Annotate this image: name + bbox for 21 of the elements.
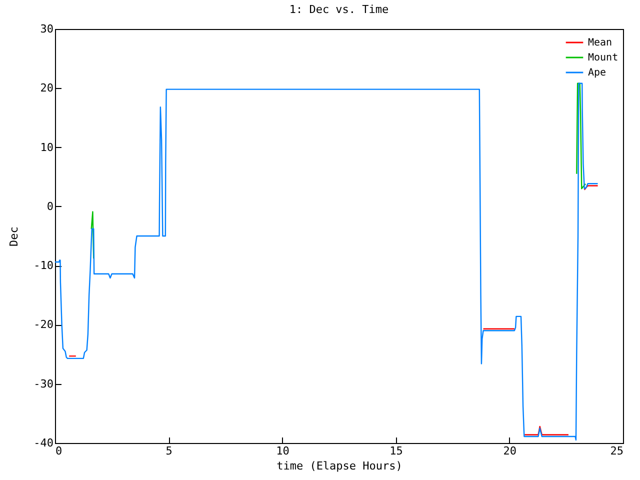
y-tick-label: 0 [46,200,54,213]
x-tick-label: 0 [56,444,62,458]
y-tick-label: -10 [34,259,54,272]
y-tick-label: 10 [40,140,54,154]
x-tick-label: 20 [503,444,517,458]
line-series [55,82,598,441]
x-tick-label: 25 [610,444,624,458]
y-axis-title: Dec [8,226,21,246]
x-tick-label: 15 [390,444,403,458]
legend-label: Mean [588,38,612,48]
y-tick-label: -30 [34,377,54,390]
y-tick-label: -20 [34,318,54,332]
x-tick-label: 10 [276,444,290,458]
legend-label: Mount [588,52,618,64]
legend-label: Ape [588,68,606,78]
y-tick-label: -40 [34,436,54,450]
y-tick-label: 20 [40,82,54,95]
x-axis-title: time (Elapse Hours) [276,460,402,472]
x-tick-label: 5 [166,444,172,458]
y-tick-label: 30 [40,22,54,36]
chart-title: 1: Dec vs. Time [289,3,389,16]
